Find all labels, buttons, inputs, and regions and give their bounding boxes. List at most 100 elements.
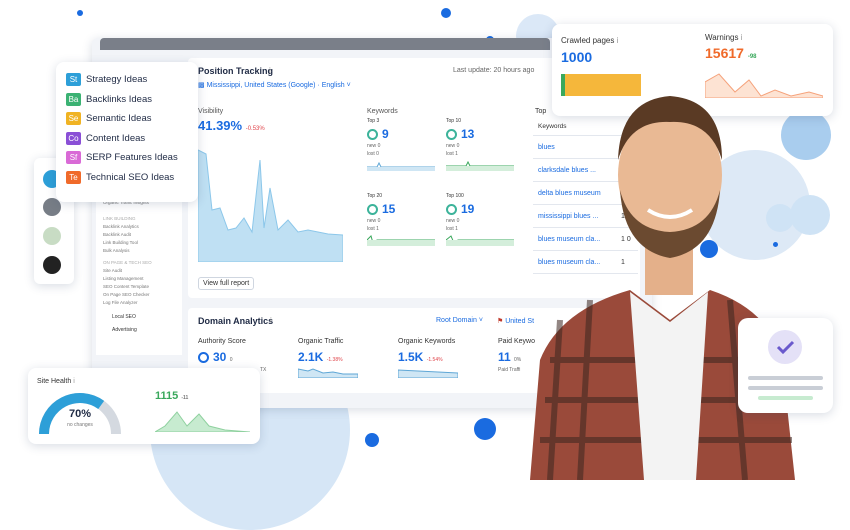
ring-icon [367,204,378,216]
paid-traffic-label: Paid Traffi [498,367,521,373]
table-row[interactable]: blues [533,136,638,159]
info-icon[interactable]: i [616,36,619,45]
semantic-badge-icon: Se [66,112,81,126]
paid-keywords-change: 0% [514,357,522,363]
top100-sparkline [445,235,514,246]
top-label: Top [535,108,547,115]
sidebar: Organic Traffic Insights LINK BUILDING B… [96,195,182,355]
country-dropdown[interactable]: ⚑ United St [497,317,534,325]
lost-label: lost [367,226,375,232]
authority-extra: TX [260,367,267,373]
authority-sub: 0 [229,357,233,363]
decor-dot [474,418,496,440]
warnings-label: Warnings i [705,33,743,42]
warnings-label-text: Warnings [705,33,739,42]
ring-icon [198,352,209,364]
idea-item-semantic[interactable]: Se Semantic Ideas [66,109,188,129]
visibility-value: 41.39% [198,118,243,133]
strategy-badge-icon: St [66,73,81,87]
decor-dot [365,433,379,447]
sidebar-item[interactable]: On Page SEO Checker [103,292,150,297]
info-icon[interactable]: i [740,33,743,42]
decor-dot [700,240,718,258]
keyword-link[interactable]: delta blues museum [538,189,601,197]
sidebar-item[interactable]: Site Audit [103,268,123,273]
new-label: new [446,143,456,149]
organic-keywords-value: 1.5K [398,350,424,364]
visibility-label: Visibility [198,108,224,115]
table-row[interactable]: blues museum cla... 1 0 [533,228,638,251]
organic-traffic-value: 2.1K [298,350,324,364]
crawled-label-text: Crawled pages [561,36,615,45]
keyword-link[interactable]: blues museum cla... [538,235,601,243]
organic-traffic-sparkline [297,368,359,379]
site-health-gauge [39,393,121,435]
view-full-report-button[interactable]: View full report [198,277,255,290]
idea-item-strategy[interactable]: St Strategy Ideas [66,70,188,90]
organic-keywords-sparkline [397,369,459,379]
sidebar-item[interactable]: Organic Traffic Insights [103,200,149,205]
sidebar-item[interactable]: SEO Content Template [103,284,149,289]
top3-value: 9 [382,127,389,141]
table-row[interactable]: delta blues museum [533,182,638,205]
organic-traffic-block: Organic Traffic 2.1K -1.38% [297,338,359,383]
content-badge-icon: Co [66,131,81,145]
check-icon [768,330,802,364]
authority-label: Authority Score [198,338,246,345]
location-selector[interactable]: ▩ Mississippi, United States (Google) · … [198,81,351,89]
decor-dot [773,242,778,247]
idea-item-technical-seo[interactable]: Te Technical SEO Ideas [66,168,188,188]
top100-new: 0 [456,218,460,224]
table-row[interactable]: blues museum cla... 1 [533,251,638,274]
sidebar-item[interactable]: Backlink Analytics [103,224,139,229]
site-health-card: Site Health i 70% no changes 1115 -11 [28,368,260,444]
organic-traffic-label: Organic Traffic [298,338,344,345]
keyword-position: 1 0 [621,235,631,243]
sidebar-item[interactable]: Link Building Tool [103,240,138,245]
top3-block: Top 3 9 new 0 lost 0 [367,118,435,176]
decor-dot [766,204,794,232]
keyword-link[interactable]: blues [538,143,555,151]
idea-item-content[interactable]: Co Content Ideas [66,129,188,149]
info-icon[interactable]: i [269,66,271,75]
swatch[interactable] [43,227,61,245]
keyword-link[interactable]: mississippi blues ... [538,212,599,220]
sidebar-section: ON PAGE & TECH SEO [103,260,152,265]
swatch[interactable] [43,198,61,216]
top20-sparkline [366,235,435,246]
backlinks-badge-icon: Ba [66,92,81,106]
sidebar-item-advertising[interactable]: Advertising [112,327,137,333]
table-row[interactable]: mississippi blues ... 1 [533,205,638,228]
sidebar-item[interactable]: Listing Management [103,276,144,281]
top20-new: 0 [377,218,381,224]
authority-score-block: Authority Score 30 0 TX [198,338,266,373]
sidebar-item[interactable]: Bulk Analysis [103,248,130,253]
idea-item-backlinks[interactable]: Ba Backlinks Ideas [66,90,188,110]
info-icon[interactable]: i [270,316,272,325]
ring-icon [446,204,457,216]
sidebar-item[interactable]: Log File Analyzer [103,300,138,305]
root-domain-dropdown[interactable]: Root Domain ˅ [436,317,483,324]
root-domain-label: Root Domain [436,317,477,324]
text-line [748,386,823,390]
sidebar-section: LINK BUILDING [103,216,136,221]
serp-badge-icon: Sf [66,151,81,165]
idea-label: Content Ideas [86,132,146,144]
sidebar-item-local-seo[interactable]: Local SEO [112,314,136,320]
info-icon[interactable]: i [73,378,75,385]
visibility-change: -0.53% [245,126,265,132]
site-health-percent: 70% [68,408,92,420]
keyword-link[interactable]: blues museum cla... [538,258,601,266]
chevron-down-icon: ˅ [478,317,483,324]
top20-lost: 1 [376,226,379,232]
crawled-label: Crawled pages i [561,36,618,45]
ring-icon [446,129,457,141]
idea-item-serp-features[interactable]: Sf SERP Features Ideas [66,148,188,168]
keyword-link[interactable]: clarksdale blues ... [538,166,596,174]
swatch[interactable] [43,256,61,274]
site-health-value: 1115 [155,390,179,402]
top3-new: 0 [377,143,381,149]
table-row[interactable]: clarksdale blues ... [533,159,638,182]
sidebar-item[interactable]: Backlink Audit [103,232,132,237]
site-health-value-row: 1115 -11 [155,390,188,402]
